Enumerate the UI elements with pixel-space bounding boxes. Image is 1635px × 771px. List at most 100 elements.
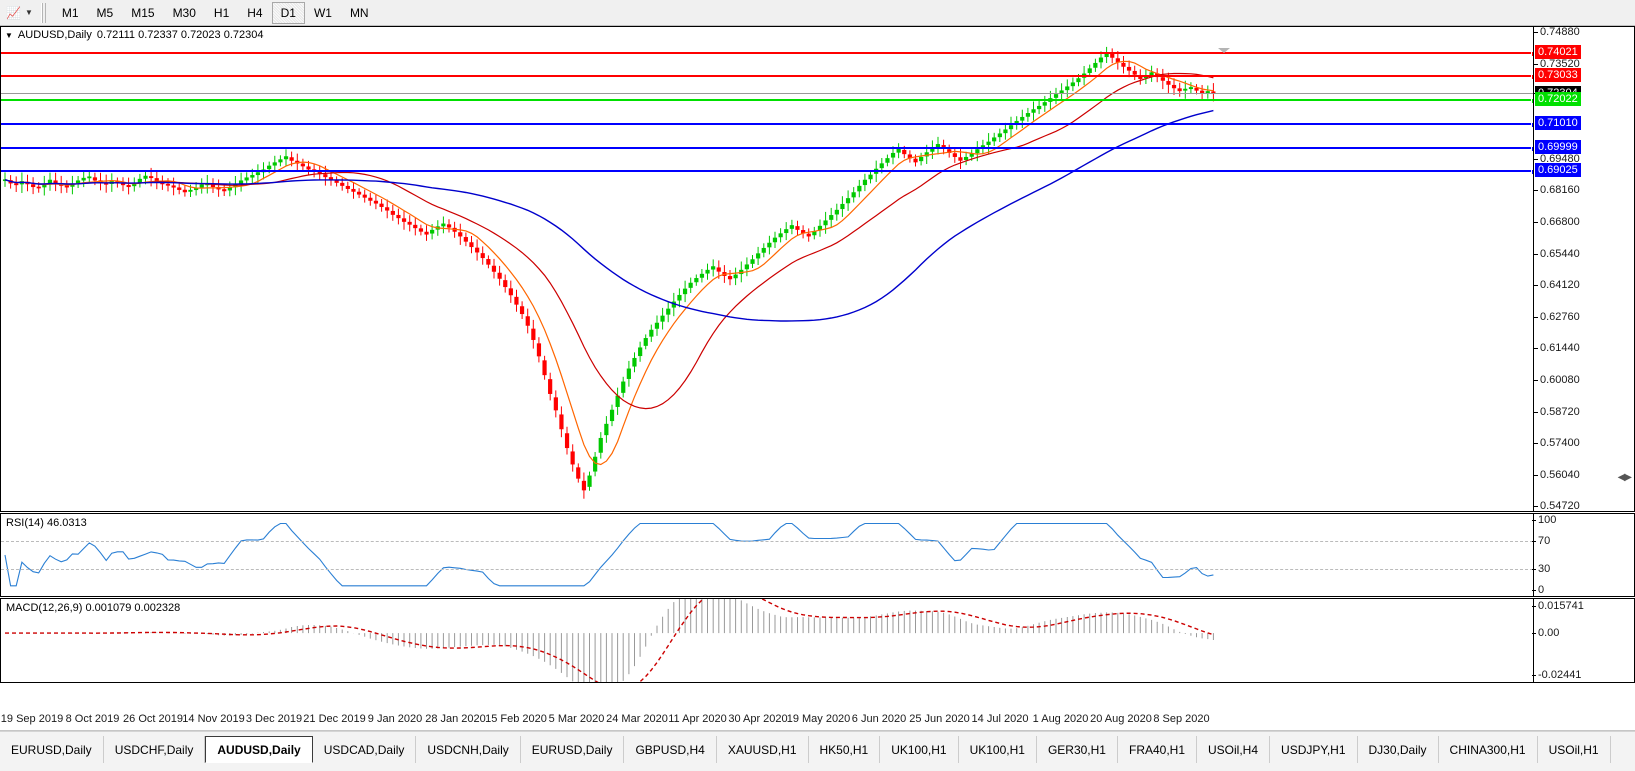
date-tick-label: 20 Aug 2020: [1090, 713, 1152, 725]
price-level-line-support[interactable]: [1, 145, 1533, 152]
price-level-badge-red[interactable]: 0.73033: [1535, 68, 1581, 83]
macd-histogram-svg: [5, 599, 1214, 682]
price-tick-label: 0.61440: [1534, 342, 1580, 354]
scroll-arrows-icon[interactable]: ◀▶: [1617, 472, 1632, 483]
chart-area[interactable]: ▼ AUDUSD,Daily 0.72111 0.72337 0.72023 0…: [0, 26, 1635, 709]
chart-tab-label: USDCHF,Daily: [114, 742, 194, 757]
timeframe-button-h1[interactable]: H1: [205, 2, 238, 24]
chart-tab-label: CHINA300,H1: [1449, 742, 1526, 757]
price-level-line-support[interactable]: [1, 168, 1533, 175]
price-tick-label: 0.58720: [1534, 405, 1580, 418]
chart-tab-label: GER30,H1: [1047, 742, 1106, 757]
macd-y-axis[interactable]: 0.015741 0.00 -0.02441: [1531, 599, 1634, 682]
rsi-tick-label: 100: [1531, 514, 1557, 526]
level-line-handle[interactable]: [1531, 145, 1533, 152]
timeframe-button-m1[interactable]: M1: [53, 2, 88, 24]
chart-tab-label: USDCNH,Daily: [427, 742, 509, 757]
rsi-y-axis[interactable]: 100 70 30 0: [1531, 514, 1634, 596]
date-tick-label: 8 Sep 2020: [1153, 713, 1210, 725]
chart-tab-bar: EURUSD,Daily USDCHF,Daily AUDUSD,Daily USDC…: [0, 731, 1635, 771]
date-axis[interactable]: 19 Sep 2019 8 Oct 2019 26 Oct 2019 14 Nov 2…: [0, 709, 1635, 731]
chart-tab-usdchf-daily[interactable]: USDCHF,Daily: [104, 736, 206, 763]
price-level-line-support[interactable]: [1, 121, 1533, 128]
chart-tab-ger30-h1[interactable]: GER30,H1: [1037, 736, 1118, 763]
price-level-line-resistance[interactable]: [1, 74, 1533, 81]
chart-tab-fra40-h1[interactable]: FRA40,H1: [1118, 736, 1198, 763]
chart-symbol-label: AUDUSD,Daily: [17, 29, 92, 41]
date-tick-label: 3 Dec 2019: [245, 713, 303, 725]
chart-tab-label: USOil,H1: [1548, 742, 1599, 757]
timeframe-button-d1[interactable]: D1: [271, 1, 305, 24]
price-tick-label: 0.69480: [1534, 152, 1580, 165]
date-tick-label: 19 Sep 2019: [0, 713, 64, 725]
chart-tab-hk50-h1[interactable]: HK50,H1: [809, 736, 881, 763]
chart-tab-eurusd-daily[interactable]: EURUSD,Daily: [521, 736, 625, 763]
rsi-indicator-label: RSI(14) 46.0313: [6, 517, 87, 529]
price-level-line-resistance[interactable]: [1, 51, 1533, 58]
price-level-badge-red[interactable]: 0.74021: [1535, 45, 1581, 60]
chart-tab-label: XAUUSD,H1: [727, 742, 797, 757]
timeframe-label: D1: [280, 5, 296, 20]
chart-tab-usdjpy-h1[interactable]: USDJPY,H1: [1270, 736, 1358, 763]
chart-tab-label: EURUSD,Daily: [531, 742, 613, 757]
chevron-down-icon[interactable]: ▼: [24, 8, 33, 17]
date-tick-label: 8 Oct 2019: [65, 713, 120, 725]
rsi-pane[interactable]: RSI(14) 46.0313 100 70 30 0: [0, 513, 1635, 597]
timeframe-label: M30: [172, 5, 196, 20]
level-line-handle[interactable]: [1531, 121, 1533, 128]
price-level-badge-blue[interactable]: 0.69025: [1535, 162, 1581, 177]
timeframe-button-h4[interactable]: H4: [238, 2, 271, 24]
chart-tab-xauusd-h1[interactable]: XAUUSD,H1: [717, 736, 809, 763]
chart-ohlc-values: 0.72111 0.72337 0.72023 0.72304: [96, 29, 264, 41]
macd-pane[interactable]: MACD(12,26,9) 0.001079 0.002328 0.015741…: [0, 598, 1635, 683]
triangle-down-icon[interactable]: ▼: [5, 30, 13, 40]
date-tick-label: 11 Apr 2020: [668, 713, 727, 725]
price-pane[interactable]: ▼ AUDUSD,Daily 0.72111 0.72337 0.72023 0…: [0, 26, 1635, 512]
price-tick-label: 0.65440: [1534, 247, 1580, 260]
price-plot[interactable]: [1, 27, 1533, 511]
date-tick-label: 5 Mar 2020: [548, 713, 605, 725]
rsi-guide-line-30: [1, 569, 1533, 570]
macd-plot[interactable]: [1, 599, 1533, 682]
chart-tab-china300-h1[interactable]: CHINA300,H1: [1439, 736, 1538, 763]
timeframe-button-m15[interactable]: M15: [122, 2, 163, 24]
chart-tab-usdcad-daily[interactable]: USDCAD,Daily: [313, 736, 417, 763]
chart-tools-group[interactable]: 📈 ▼: [0, 0, 37, 25]
toolbar-grip[interactable]: [40, 2, 48, 23]
macd-tick-label: 0.015741: [1532, 600, 1584, 612]
price-tick-label: 0.60080: [1534, 373, 1580, 386]
rsi-tick-label: 70: [1531, 535, 1551, 547]
chart-tab-label: UK100,H1: [891, 742, 947, 757]
price-y-axis[interactable]: 0.748800.735200.723040.694800.681600.668…: [1533, 27, 1634, 511]
chart-tab-eurusd-daily[interactable]: EURUSD,Daily: [0, 736, 104, 763]
timeframe-button-m30[interactable]: M30: [164, 2, 205, 24]
timeframe-button-m5[interactable]: M5: [88, 2, 123, 24]
chart-tab-uk100-h1[interactable]: UK100,H1: [880, 736, 959, 763]
rsi-plot[interactable]: [1, 514, 1533, 596]
level-line-handle[interactable]: [1531, 74, 1533, 81]
chart-tab-usdcnh-daily[interactable]: USDCNH,Daily: [416, 736, 521, 763]
price-tick-label: 0.54720: [1534, 500, 1580, 512]
chart-tab-usoil-h1[interactable]: USOil,H1: [1538, 736, 1611, 763]
price-tick-label: 0.57400: [1534, 436, 1580, 449]
current-price-line: [1, 92, 1533, 94]
timeframe-button-w1[interactable]: W1: [305, 2, 341, 24]
timeframe-button-mn[interactable]: MN: [341, 2, 378, 24]
chart-tab-audusd-daily[interactable]: AUDUSD,Daily: [205, 736, 313, 763]
level-line-handle[interactable]: [1531, 168, 1533, 175]
chart-tab-label: USOil,H4: [1208, 742, 1259, 757]
price-level-badge-blue[interactable]: 0.69999: [1535, 139, 1581, 154]
price-tick-label: 0.66800: [1534, 215, 1580, 228]
level-line-handle[interactable]: [1531, 98, 1533, 105]
scroll-position-marker[interactable]: [1218, 48, 1230, 53]
rsi-tick-label: 30: [1531, 563, 1551, 575]
chart-tab-usoil-h4[interactable]: USOil,H4: [1197, 736, 1271, 763]
chart-tools-icon[interactable]: 📈: [6, 5, 21, 20]
price-level-badge-green[interactable]: 0.72022: [1535, 92, 1581, 107]
level-line-handle[interactable]: [1531, 51, 1533, 58]
chart-tab-dj30-daily[interactable]: DJ30,Daily: [1358, 736, 1439, 763]
chart-tab-uk100-h1[interactable]: UK100,H1: [959, 736, 1037, 763]
price-level-badge-blue[interactable]: 0.71010: [1535, 115, 1581, 130]
price-level-line-current[interactable]: [1, 98, 1533, 105]
chart-tab-gbpusd-h4[interactable]: GBPUSD,H4: [624, 736, 717, 763]
